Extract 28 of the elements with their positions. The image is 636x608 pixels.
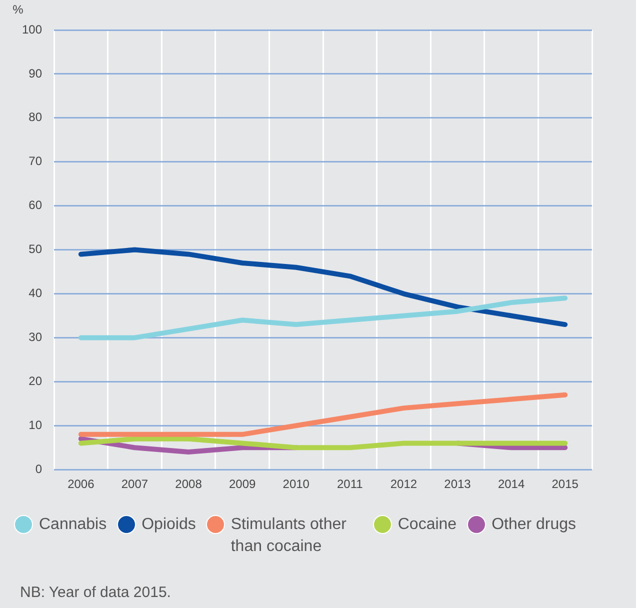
x-tick-label: 2007	[121, 477, 148, 492]
x-tick-label: 2008	[175, 477, 202, 492]
y-tick-label: 50	[28, 242, 42, 256]
legend-label: Cannabis	[39, 515, 107, 535]
x-tick-label: 2009	[228, 477, 256, 492]
y-tick-label: 60	[28, 198, 42, 212]
y-axis-title: %	[12, 2, 24, 16]
x-tick-label: 2006	[68, 477, 95, 492]
y-tick-label: 70	[28, 154, 42, 168]
y-tick-label: 0	[35, 462, 42, 476]
x-tick-label: 2013	[444, 477, 472, 492]
x-tick-label: 2011	[337, 477, 364, 492]
y-tick-label: 80	[28, 110, 42, 124]
legend-label: Other drugs	[492, 515, 576, 535]
x-tick-label: 2010	[282, 477, 310, 492]
y-tick-label: 100	[22, 22, 42, 36]
legend-label: Opioids	[142, 515, 196, 535]
x-tick-label: 2014	[498, 477, 525, 492]
text: NB: Year of data 2015.	[20, 584, 171, 601]
legend-label: Stimulants other than cocaine	[230, 515, 348, 557]
y-tick-label: 10	[28, 418, 42, 432]
x-tick-label: 2012	[390, 477, 418, 492]
legend-label: Cocaine	[398, 515, 457, 535]
y-tick-label: 40	[28, 286, 42, 300]
y-tick-label: 20	[28, 374, 42, 388]
y-tick-label: 30	[28, 330, 42, 344]
x-tick-label: 2015	[552, 477, 579, 492]
y-tick-label: 90	[28, 66, 42, 80]
